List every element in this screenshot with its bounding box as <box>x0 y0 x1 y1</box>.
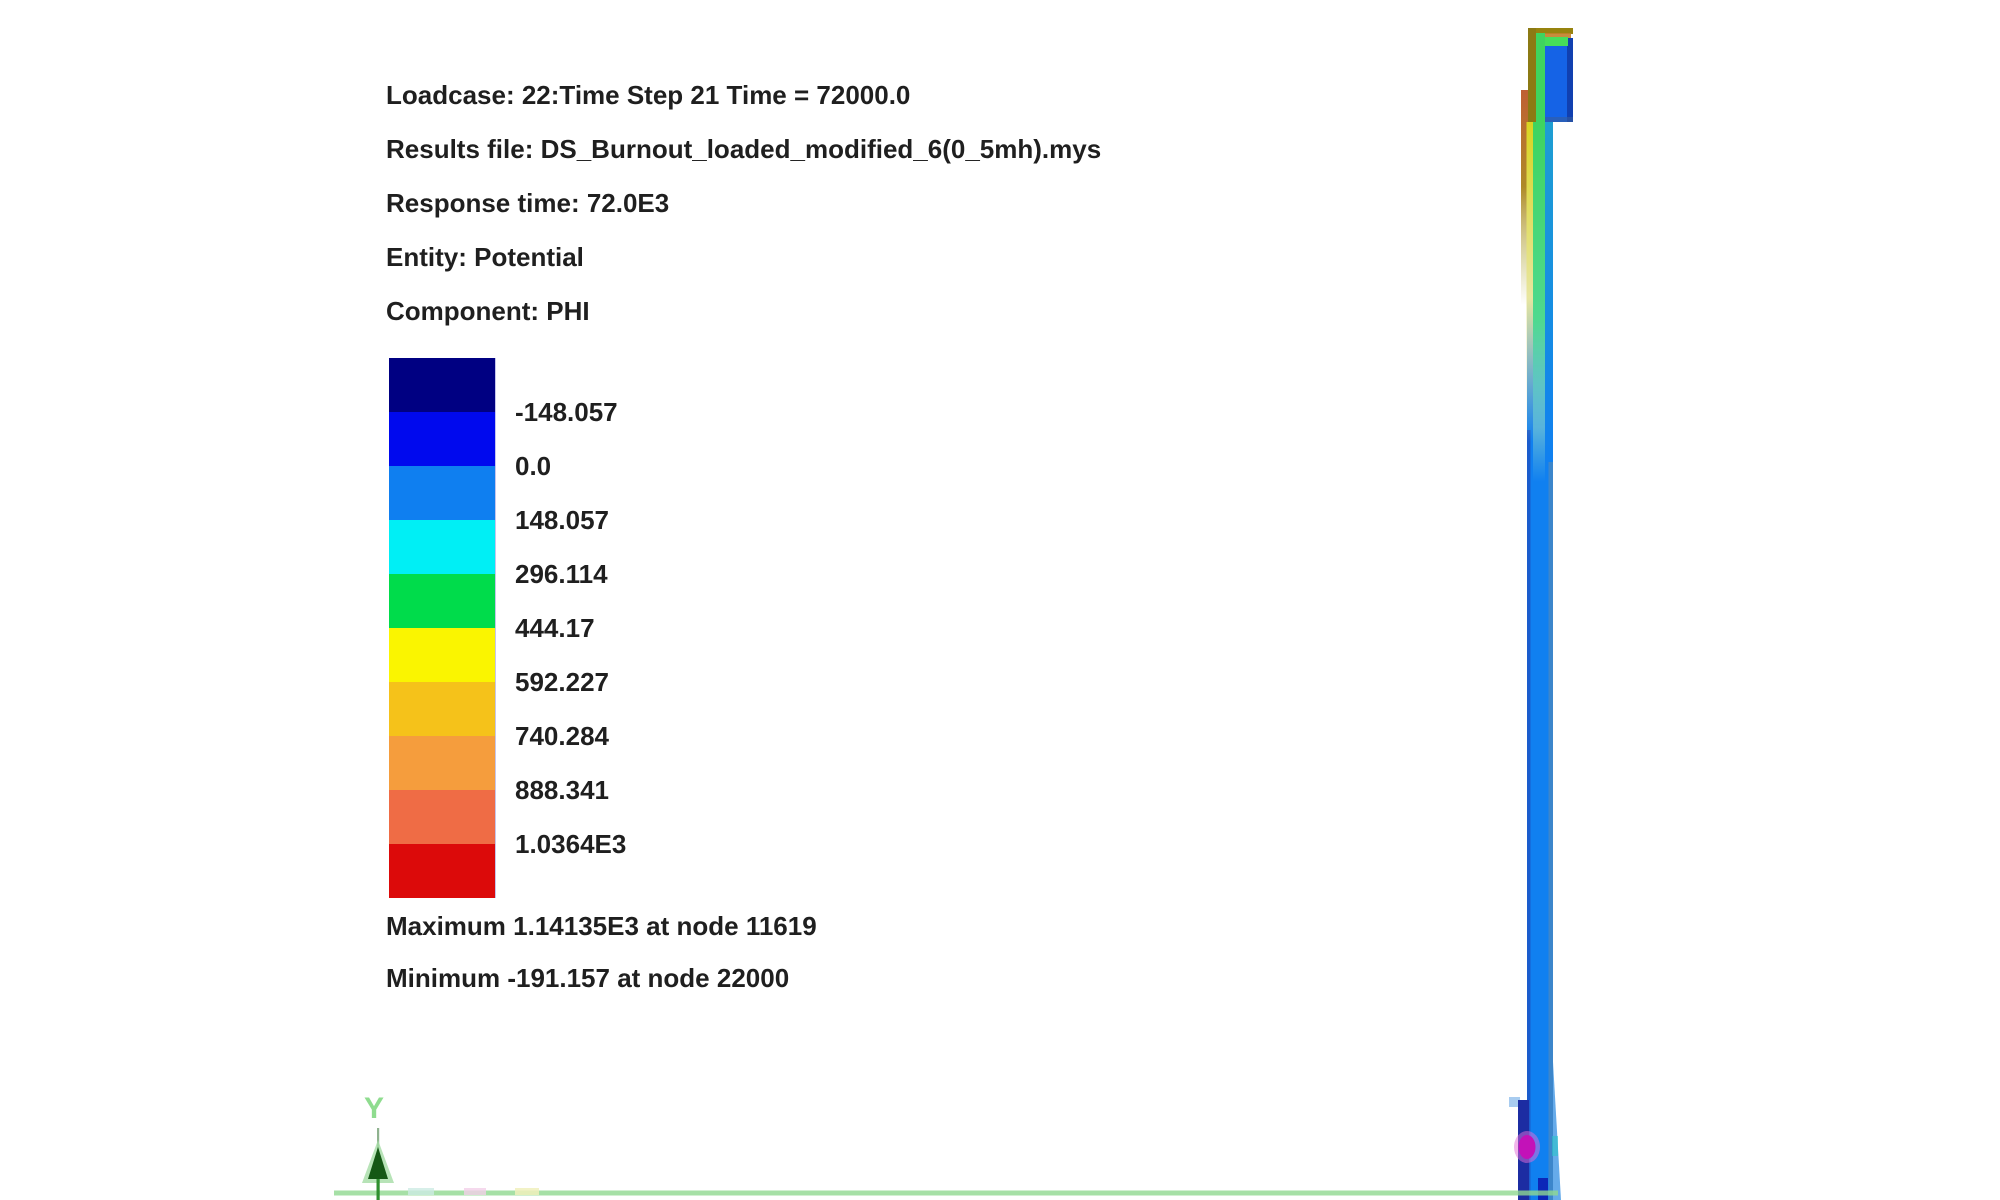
legend-label: 296.114 <box>515 559 608 589</box>
annotation-line: Loadcase: 22:Time Step 21 Time = 72000.0 <box>386 80 911 110</box>
legend-label: 148.057 <box>515 505 609 535</box>
model-base-teal-speck <box>1552 1136 1558 1156</box>
y-axis-arrow-icon <box>368 1147 388 1179</box>
legend-label: -148.057 <box>515 397 618 427</box>
contour-legend-bar <box>389 358 496 898</box>
legend-band <box>389 736 495 790</box>
legend-band <box>389 520 495 574</box>
legend-band <box>389 790 495 844</box>
model-baseline <box>334 1190 1558 1196</box>
baseline-speck-pink <box>464 1188 486 1195</box>
legend-band <box>389 844 495 898</box>
annotation-line: Component: PHI <box>386 296 590 326</box>
model-head-cap-orange <box>1530 33 1571 38</box>
model-head-right-edge <box>1567 38 1573 122</box>
legend-label: 0.0 <box>515 451 552 481</box>
legend-band <box>389 628 495 682</box>
y-axis-stem <box>376 1179 380 1200</box>
model-head-left-green <box>1536 33 1545 122</box>
model-head-cap-olive <box>1528 28 1573 34</box>
legend-label: 888.341 <box>515 775 609 805</box>
contour-strip-yellow <box>1526 122 1533 442</box>
minmax-block: Maximum 1.14135E3 at node 11619 Minimum … <box>386 900 817 1004</box>
contour-strip-green <box>1533 122 1545 482</box>
legend-band <box>389 574 495 628</box>
model-head-left-olive <box>1528 28 1536 122</box>
legend-label: 592.227 <box>515 667 609 697</box>
legend-band <box>389 466 495 520</box>
minimum-text: Minimum -191.157 at node 22000 <box>386 963 790 993</box>
contour-strip-orange <box>1521 90 1528 305</box>
legend-label: 1.0364E3 <box>515 829 627 859</box>
y-axis-upper-stem <box>377 1128 380 1152</box>
legend-band <box>389 412 495 466</box>
model-base-wedge <box>1553 1062 1561 1200</box>
legend-band <box>389 358 495 412</box>
legend-label: 444.17 <box>515 613 595 643</box>
annotation-line: Entity: Potential <box>386 242 584 272</box>
baseline-speck-yellow <box>515 1188 539 1195</box>
model-head-cap-green <box>1536 37 1568 46</box>
maximum-text: Maximum 1.14135E3 at node 11619 <box>386 911 817 941</box>
model-column-left-edge <box>1527 430 1531 1200</box>
model-column-right-edge <box>1548 122 1553 1200</box>
node-marker-magenta <box>1518 1135 1536 1159</box>
contour-strip-teal <box>1545 122 1553 462</box>
annotation-line: Results file: DS_Burnout_loaded_modified… <box>386 134 1102 164</box>
baseline-speck-cyan <box>408 1188 434 1195</box>
model-head-bottom-edge <box>1544 117 1573 122</box>
legend-band <box>389 682 495 736</box>
y-axis-label: Y <box>364 1092 385 1125</box>
model-base-notch <box>1509 1097 1520 1107</box>
model-base-deep-navy <box>1538 1178 1548 1200</box>
legend-label: 740.284 <box>515 721 609 751</box>
results-annotation-block: Loadcase: 22:Time Step 21 Time = 72000.0… <box>386 68 1101 338</box>
annotation-line: Response time: 72.0E3 <box>386 188 670 218</box>
